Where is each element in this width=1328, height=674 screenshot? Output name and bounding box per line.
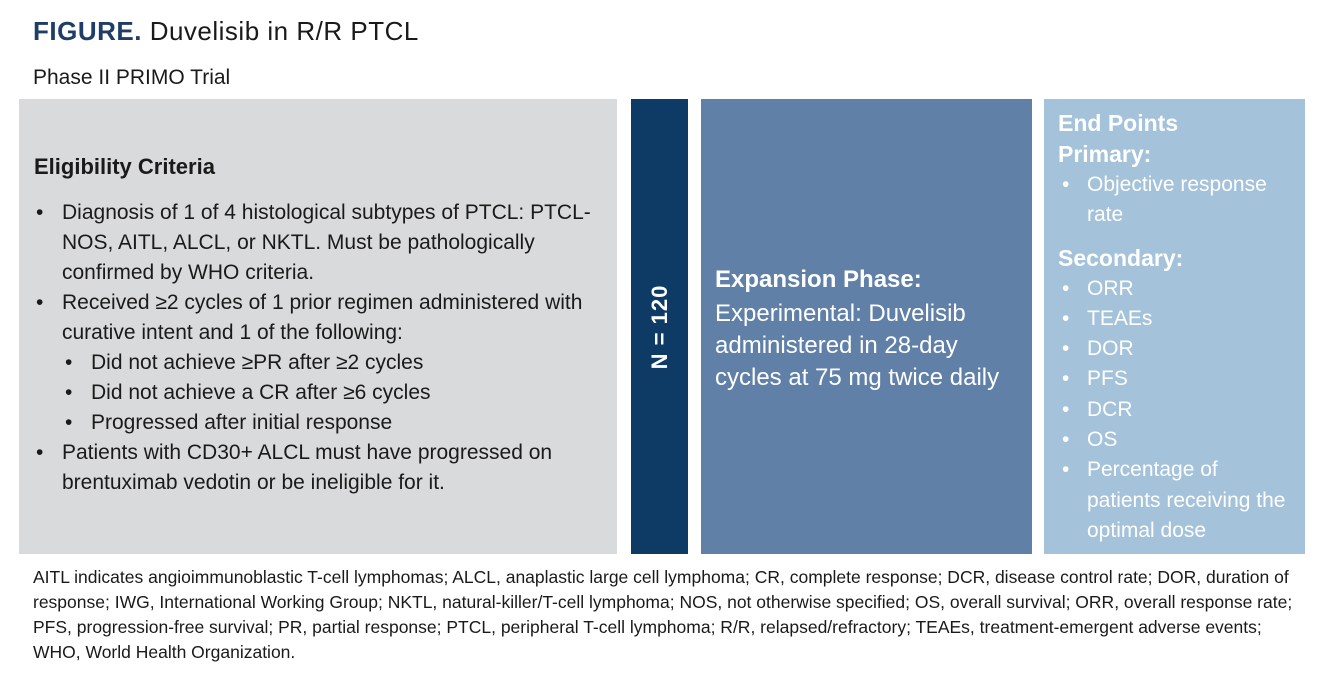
primary-label: Primary: — [1058, 141, 1152, 167]
primary-endpoint: Objective response rate — [1058, 170, 1297, 231]
expansion-panel: Expansion Phase: Experimental: Duvelisib… — [701, 99, 1032, 554]
primary-endpoints-list: Objective response rate — [1058, 170, 1297, 231]
eligibility-subitem: Progressed after initial response — [62, 408, 617, 438]
expansion-title: Expansion Phase: — [715, 266, 922, 293]
eligibility-sublist: Did not achieve ≥PR after ≥2 cycles Did … — [62, 348, 617, 438]
enrollment-count: N = 120 — [646, 284, 672, 369]
eligibility-subitem: Did not achieve ≥PR after ≥2 cycles — [62, 348, 617, 378]
expansion-body: Experimental: Duvelisib administered in … — [715, 300, 1000, 391]
eligibility-item: Patients with CD30+ ALCL must have progr… — [34, 438, 617, 498]
secondary-endpoint: Percentage of patients receiving the opt… — [1058, 455, 1297, 546]
secondary-endpoint: TEAEs — [1058, 304, 1297, 335]
secondary-endpoints-list: ORR TEAEs DOR PFS DCR OS Percentage of p… — [1058, 274, 1297, 547]
eligibility-item: Received ≥2 cycles of 1 prior regimen ad… — [34, 288, 617, 438]
eligibility-title: Eligibility Criteria — [34, 154, 215, 179]
secondary-endpoint: PFS — [1058, 364, 1297, 395]
eligibility-list: Diagnosis of 1 of 4 histological subtype… — [34, 198, 617, 498]
secondary-endpoint: ORR — [1058, 274, 1297, 305]
figure-label: FIGURE. — [33, 16, 142, 46]
figure-subtitle: Phase II PRIMO Trial — [33, 66, 231, 89]
eligibility-item-text: Received ≥2 cycles of 1 prior regimen ad… — [62, 291, 583, 344]
secondary-endpoint: DOR — [1058, 334, 1297, 365]
eligibility-item-text: Patients with CD30+ ALCL must have progr… — [62, 441, 553, 494]
endpoints-title: End Points — [1058, 110, 1179, 136]
footnote: AITL indicates angioimmunoblastic T-cell… — [33, 567, 1293, 662]
figure-title: Duvelisib in R/R PTCL — [149, 16, 419, 46]
secondary-endpoint: OS — [1058, 425, 1297, 456]
eligibility-item-text: Diagnosis of 1 of 4 histological subtype… — [62, 201, 591, 284]
enrollment-bar: N = 120 — [631, 99, 688, 554]
endpoints-panel: End Points Primary: Objective response r… — [1044, 99, 1305, 554]
eligibility-item: Diagnosis of 1 of 4 histological subtype… — [34, 198, 617, 288]
secondary-endpoint: DCR — [1058, 395, 1297, 426]
eligibility-panel: Eligibility Criteria Diagnosis of 1 of 4… — [19, 99, 617, 554]
figure-heading: FIGURE. Duvelisib in R/R PTCL — [33, 16, 419, 47]
secondary-label: Secondary: — [1058, 244, 1184, 271]
eligibility-subitem: Did not achieve a CR after ≥6 cycles — [62, 378, 617, 408]
